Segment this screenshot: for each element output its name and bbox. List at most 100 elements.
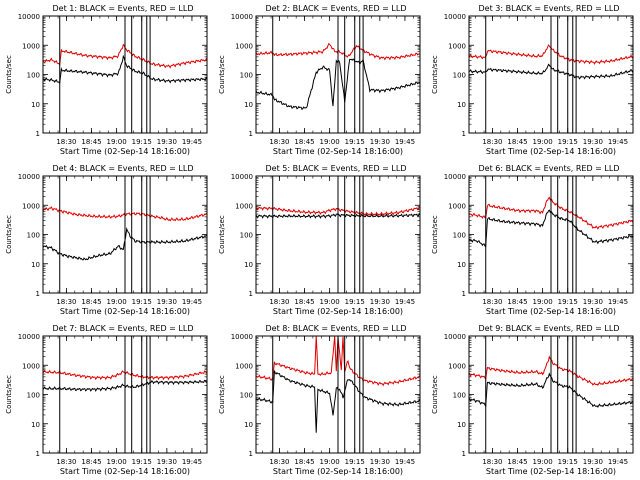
- panel-det-1: Det 1: BLACK = Events, RED = LLD Counts/s…: [5, 4, 208, 156]
- x-tick-label: 19:30: [370, 298, 390, 306]
- y-tick-label: 1: [249, 290, 253, 298]
- y-tick-label: 1000: [448, 362, 466, 370]
- panel-title: Det 4: BLACK = Events, RED = LLD: [53, 164, 194, 173]
- y-tick-label: 10000: [231, 333, 253, 341]
- x-tick-label: 19:00: [107, 138, 127, 146]
- x-tick-label: 18:45: [507, 138, 527, 146]
- x-tick-label: 19:45: [395, 138, 415, 146]
- x-tick-label: 19:00: [320, 138, 340, 146]
- x-tick-label: 19:15: [345, 138, 365, 146]
- panel-det-6: Det 6: BLACK = Events, RED = LLD Counts/s…: [431, 164, 634, 316]
- y-tick-label: 10: [457, 101, 466, 109]
- x-tick-label: 18:30: [269, 458, 289, 466]
- x-tick-label: 19:00: [533, 138, 553, 146]
- x-tick-label: 19:30: [583, 138, 603, 146]
- y-tick-label: 1: [36, 290, 40, 298]
- plot-frame: [255, 15, 421, 134]
- y-tick-label: 100: [453, 72, 466, 80]
- y-tick-label: 100: [240, 72, 253, 80]
- panel-title: Det 3: BLACK = Events, RED = LLD: [479, 4, 620, 13]
- y-axis-label: Counts/sec: [431, 375, 439, 414]
- x-tick-label: 18:30: [269, 298, 289, 306]
- x-axis-label: Start Time (02-Sep-14 18:16:00): [273, 147, 403, 156]
- y-tick-label: 1000: [235, 202, 253, 210]
- y-tick-label: 1000: [448, 42, 466, 50]
- panel-title: Det 8: BLACK = Events, RED = LLD: [266, 324, 407, 333]
- y-tick-label: 10000: [444, 333, 466, 341]
- x-tick-label: 19:30: [583, 458, 603, 466]
- x-tick-label: 18:30: [269, 138, 289, 146]
- y-tick-label: 1: [462, 290, 466, 298]
- x-tick-label: 18:30: [482, 298, 502, 306]
- x-tick-label: 19:00: [320, 298, 340, 306]
- x-tick-label: 19:45: [395, 458, 415, 466]
- y-tick-label: 10: [31, 261, 40, 269]
- y-tick-label: 100: [453, 392, 466, 400]
- x-tick-label: 19:15: [132, 138, 152, 146]
- y-tick-label: 10: [457, 421, 466, 429]
- panel-det-3: Det 3: BLACK = Events, RED = LLD Counts/s…: [431, 4, 634, 156]
- y-tick-label: 10000: [18, 13, 40, 21]
- y-tick-label: 10: [31, 101, 40, 109]
- x-tick-label: 19:00: [320, 458, 340, 466]
- y-tick-label: 1000: [235, 362, 253, 370]
- x-axis-label: Start Time (02-Sep-14 18:16:00): [60, 307, 190, 316]
- y-tick-label: 100: [240, 232, 253, 240]
- x-tick-label: 18:45: [81, 458, 101, 466]
- x-tick-label: 19:15: [558, 138, 578, 146]
- plot-frame: [468, 15, 634, 134]
- y-axis-label: Counts/sec: [5, 375, 13, 414]
- y-tick-label: 10: [31, 421, 40, 429]
- y-tick-label: 10: [244, 101, 253, 109]
- y-axis-label: Counts/sec: [431, 55, 439, 94]
- x-tick-label: 19:30: [370, 138, 390, 146]
- y-axis-label: Counts/sec: [5, 215, 13, 254]
- x-tick-label: 18:45: [507, 458, 527, 466]
- x-tick-label: 19:30: [370, 458, 390, 466]
- x-tick-label: 18:45: [81, 298, 101, 306]
- y-tick-label: 100: [453, 232, 466, 240]
- x-tick-label: 19:00: [107, 458, 127, 466]
- x-tick-label: 19:45: [395, 298, 415, 306]
- x-tick-label: 19:45: [608, 298, 628, 306]
- x-tick-label: 19:15: [558, 458, 578, 466]
- x-tick-label: 19:45: [182, 458, 202, 466]
- y-tick-label: 10000: [444, 13, 466, 21]
- y-tick-label: 10000: [444, 173, 466, 181]
- y-tick-label: 10: [244, 421, 253, 429]
- y-tick-label: 1000: [22, 202, 40, 210]
- x-tick-label: 18:30: [482, 458, 502, 466]
- x-tick-label: 19:15: [132, 458, 152, 466]
- y-tick-label: 1: [462, 130, 466, 138]
- x-tick-label: 19:30: [583, 298, 603, 306]
- y-tick-label: 10: [244, 261, 253, 269]
- panel-title: Det 1: BLACK = Events, RED = LLD: [53, 4, 194, 13]
- x-tick-label: 19:45: [608, 458, 628, 466]
- y-tick-label: 1: [462, 450, 466, 458]
- x-tick-label: 19:45: [608, 138, 628, 146]
- x-tick-label: 19:15: [345, 458, 365, 466]
- panel-title: Det 7: BLACK = Events, RED = LLD: [53, 324, 194, 333]
- panel-det-7: Det 7: BLACK = Events, RED = LLD Counts/s…: [5, 324, 208, 476]
- x-tick-label: 18:45: [294, 138, 314, 146]
- panel-title: Det 5: BLACK = Events, RED = LLD: [266, 164, 407, 173]
- x-tick-label: 19:30: [157, 138, 177, 146]
- x-tick-label: 19:30: [157, 458, 177, 466]
- y-tick-label: 10000: [18, 333, 40, 341]
- y-axis-label: Counts/sec: [218, 215, 226, 254]
- plot-frame: [468, 335, 634, 454]
- x-tick-label: 19:00: [107, 298, 127, 306]
- x-axis-label: Start Time (02-Sep-14 18:16:00): [486, 307, 616, 316]
- panel-title: Det 2: BLACK = Events, RED = LLD: [266, 4, 407, 13]
- y-tick-label: 1: [36, 450, 40, 458]
- x-tick-label: 18:45: [81, 138, 101, 146]
- plot-frame: [468, 175, 634, 294]
- x-tick-label: 19:15: [345, 298, 365, 306]
- x-tick-label: 19:15: [132, 298, 152, 306]
- panel-det-4: Det 4: BLACK = Events, RED = LLD Counts/s…: [5, 164, 208, 316]
- y-axis-label: Counts/sec: [218, 375, 226, 414]
- x-tick-label: 19:00: [533, 458, 553, 466]
- plot-frame: [255, 175, 421, 294]
- x-axis-label: Start Time (02-Sep-14 18:16:00): [486, 147, 616, 156]
